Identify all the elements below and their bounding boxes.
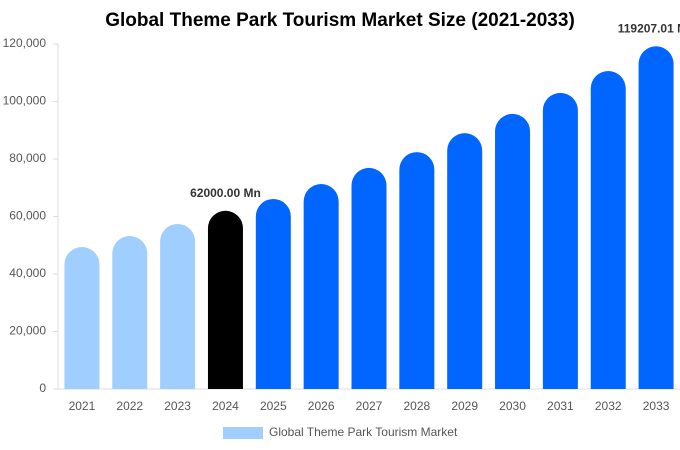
x-tick-label: 2023 [164,399,191,413]
x-tick-label: 2021 [69,399,96,413]
y-tick-label: 80,000 [9,151,46,165]
y-tick-label: 40,000 [9,266,46,280]
y-tick-label: 120,000 [3,36,47,50]
bar [255,198,291,389]
bar [207,210,243,389]
x-tick-label: 2029 [451,399,478,413]
x-tick-label: 2030 [499,399,526,413]
bar [495,113,531,390]
legend-label: Global Theme Park Tourism Market [269,425,458,439]
bar [160,223,196,389]
legend-swatch [223,427,263,439]
value-label: 119207.01 Mn [618,21,680,35]
bar [447,133,483,389]
value-label: 62000.00 Mn [190,186,261,200]
y-tick-label: 20,000 [9,324,46,338]
bar [399,152,435,389]
y-tick-label: 0 [39,381,46,395]
x-tick-label: 2025 [260,399,287,413]
x-tick-label: 2026 [308,399,335,413]
chart-title: Global Theme Park Tourism Market Size (2… [105,10,575,31]
bar [303,184,339,389]
x-tick-label: 2024 [212,399,239,413]
bar [112,236,148,389]
x-tick-label: 2033 [643,399,670,413]
bar [542,92,578,389]
x-tick-label: 2027 [356,399,383,413]
x-tick-label: 2028 [403,399,430,413]
x-tick-label: 2022 [116,399,143,413]
y-tick-label: 100,000 [3,94,47,108]
bar [638,46,674,389]
bar [590,71,626,390]
x-tick-label: 2032 [595,399,622,413]
x-tick-label: 2031 [547,399,574,413]
bar [64,246,100,389]
bar [351,167,387,389]
y-tick-label: 60,000 [9,209,46,223]
